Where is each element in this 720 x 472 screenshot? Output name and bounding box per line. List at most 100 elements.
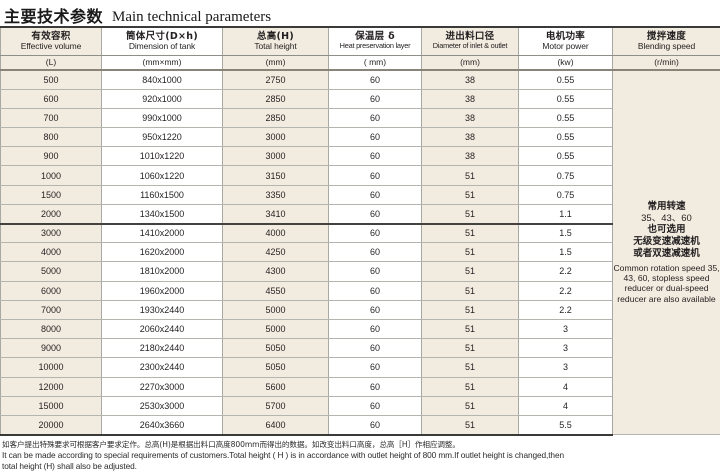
cell-insulation: 60 xyxy=(329,70,422,89)
blending-note-line-1: 常用转速 xyxy=(613,201,720,213)
cell-total-height: 3150 xyxy=(223,166,329,185)
cell-insulation: 60 xyxy=(329,377,422,396)
technical-parameters-table: 有效容积 Effective volume 筒体尺寸(D×h) Dimensio… xyxy=(0,26,720,436)
cell-motor-power: 1.5 xyxy=(519,243,613,262)
cell-diameter: 38 xyxy=(422,128,519,147)
page-title: 主要技术参数 Main technical parameters xyxy=(0,0,720,26)
cell-insulation: 60 xyxy=(329,358,422,377)
cell-diameter: 51 xyxy=(422,166,519,185)
cell-insulation: 60 xyxy=(329,108,422,127)
cell-diameter: 38 xyxy=(422,70,519,89)
footnote-cn: 如客户提出特殊要求可根据客户要求定作。总高(H)是根据出料口高度800mm而得出… xyxy=(2,440,718,450)
cell-diameter: 51 xyxy=(422,358,519,377)
table-header-row: 有效容积 Effective volume 筒体尺寸(D×h) Dimensio… xyxy=(1,27,720,55)
unit-total-height: (mm) xyxy=(223,55,329,70)
cell-effective-volume: 800 xyxy=(1,128,102,147)
cell-insulation: 60 xyxy=(329,204,422,223)
header-en-insulation: Heat preservation layer xyxy=(330,42,420,50)
cell-motor-power: 1.5 xyxy=(519,224,613,243)
cell-motor-power: 3 xyxy=(519,339,613,358)
cell-insulation: 60 xyxy=(329,319,422,338)
cell-effective-volume: 3000 xyxy=(1,224,102,243)
cell-diameter: 51 xyxy=(422,339,519,358)
cell-total-height: 2850 xyxy=(223,108,329,127)
header-en-blending-speed: Blending speed xyxy=(614,42,719,51)
cell-effective-volume: 15000 xyxy=(1,396,102,415)
unit-effective-volume: (L) xyxy=(1,55,102,70)
cell-dimension: 1620x2000 xyxy=(102,243,223,262)
cell-total-height: 3000 xyxy=(223,128,329,147)
cell-insulation: 60 xyxy=(329,243,422,262)
cell-dimension: 1410x2000 xyxy=(102,224,223,243)
cell-dimension: 1340x1500 xyxy=(102,204,223,223)
unit-blending-speed: (r/min) xyxy=(613,55,720,70)
cell-total-height: 5600 xyxy=(223,377,329,396)
cell-motor-power: 2.2 xyxy=(519,300,613,319)
cell-dimension: 920x1000 xyxy=(102,89,223,108)
cell-effective-volume: 12000 xyxy=(1,377,102,396)
cell-dimension: 2180x2440 xyxy=(102,339,223,358)
header-en-motor-power: Motor power xyxy=(520,42,611,51)
footnote-en-line2: total height (H) shall also be adjusted. xyxy=(2,461,718,472)
cell-insulation: 60 xyxy=(329,185,422,204)
unit-motor-power: (kw) xyxy=(519,55,613,70)
page-title-en: Main technical parameters xyxy=(112,10,271,25)
cell-motor-power: 3 xyxy=(519,358,613,377)
cell-total-height: 2850 xyxy=(223,89,329,108)
cell-diameter: 51 xyxy=(422,415,519,434)
cell-motor-power: 3 xyxy=(519,319,613,338)
cell-effective-volume: 8000 xyxy=(1,319,102,338)
unit-insulation: ( mm) xyxy=(329,55,422,70)
blending-note-line-3: 也可选用 xyxy=(613,224,720,236)
cell-dimension: 1060x1220 xyxy=(102,166,223,185)
header-cell-diameter: 进出料口径 Diameter of inlet & outlet xyxy=(422,27,519,55)
cell-motor-power: 0.55 xyxy=(519,147,613,166)
page-title-cn: 主要技术参数 xyxy=(4,9,103,25)
cell-effective-volume: 7000 xyxy=(1,300,102,319)
cell-dimension: 2060x2440 xyxy=(102,319,223,338)
footnote-en-line1: It can be made according to special requ… xyxy=(2,450,718,461)
cell-total-height: 3000 xyxy=(223,147,329,166)
cell-diameter: 51 xyxy=(422,224,519,243)
cell-diameter: 51 xyxy=(422,300,519,319)
cell-insulation: 60 xyxy=(329,262,422,281)
header-en-diameter: Diameter of inlet & outlet xyxy=(423,42,517,50)
cell-motor-power: 4 xyxy=(519,377,613,396)
cell-dimension: 2530x3000 xyxy=(102,396,223,415)
cell-diameter: 51 xyxy=(422,396,519,415)
cell-motor-power: 2.2 xyxy=(519,262,613,281)
cell-motor-power: 0.75 xyxy=(519,185,613,204)
cell-total-height: 5050 xyxy=(223,339,329,358)
spec-table-container: 有效容积 Effective volume 筒体尺寸(D×h) Dimensio… xyxy=(0,26,720,436)
cell-diameter: 51 xyxy=(422,243,519,262)
cell-insulation: 60 xyxy=(329,166,422,185)
cell-effective-volume: 2000 xyxy=(1,204,102,223)
cell-total-height: 6400 xyxy=(223,415,329,434)
cell-total-height: 3410 xyxy=(223,204,329,223)
cell-effective-volume: 6000 xyxy=(1,281,102,300)
cell-dimension: 2270x3000 xyxy=(102,377,223,396)
cell-motor-power: 2.2 xyxy=(519,281,613,300)
cell-dimension: 1960x2000 xyxy=(102,281,223,300)
unit-dimension: (mm×mm) xyxy=(102,55,223,70)
cell-motor-power: 0.55 xyxy=(519,89,613,108)
cell-effective-volume: 9000 xyxy=(1,339,102,358)
cell-motor-power: 5.5 xyxy=(519,415,613,434)
cell-insulation: 60 xyxy=(329,281,422,300)
cell-diameter: 51 xyxy=(422,319,519,338)
cell-motor-power: 4 xyxy=(519,396,613,415)
cell-effective-volume: 1500 xyxy=(1,185,102,204)
cell-dimension: 2640x3660 xyxy=(102,415,223,434)
cell-diameter: 38 xyxy=(422,89,519,108)
header-cell-blending-speed: 搅拌速度 Blending speed xyxy=(613,27,720,55)
cell-effective-volume: 900 xyxy=(1,147,102,166)
